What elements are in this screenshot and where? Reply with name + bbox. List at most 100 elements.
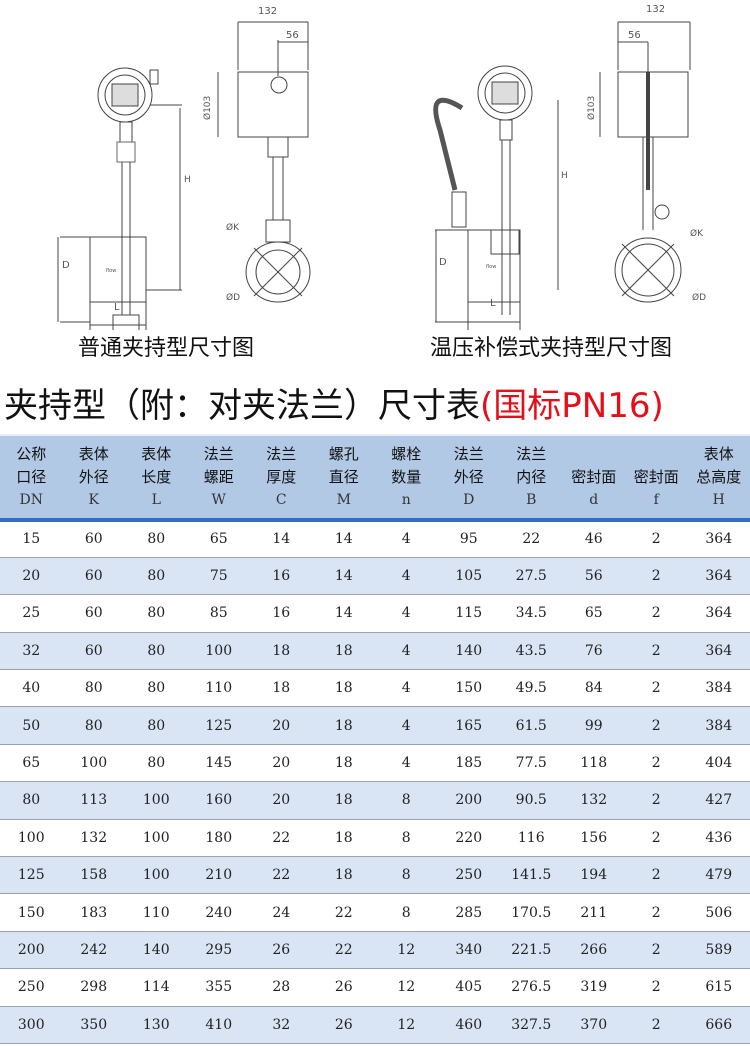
cell-d: 211 bbox=[562, 893, 625, 932]
cell-H: 364 bbox=[687, 632, 750, 671]
cell-H: 364 bbox=[687, 594, 750, 633]
header-line2: 总高度 bbox=[696, 468, 742, 486]
cell-DN: 250 bbox=[0, 968, 63, 1007]
cell-n: 4 bbox=[375, 706, 438, 745]
cell-B: 221.5 bbox=[500, 931, 563, 970]
header-symbol: L bbox=[151, 492, 161, 508]
table-row: 40 80 80 110 18 18 4 150 49.5 84 2 384 bbox=[0, 669, 750, 708]
cell-D: 140 bbox=[437, 632, 500, 671]
dim-132: 132 bbox=[258, 6, 277, 17]
column-header-L: 表体 长度 L bbox=[125, 434, 188, 522]
cell-D: 460 bbox=[437, 1006, 500, 1044]
header-line1: 表体 bbox=[703, 445, 734, 463]
table-row: 125 158 100 210 22 18 8 250 141.5 194 2 479 bbox=[0, 856, 750, 895]
cell-W: 180 bbox=[187, 819, 250, 858]
cell-B: 276.5 bbox=[500, 968, 563, 1007]
cell-K: 113 bbox=[62, 781, 125, 820]
cell-D: 220 bbox=[437, 819, 500, 858]
cell-B: 61.5 bbox=[500, 706, 563, 745]
cell-M: 14 bbox=[312, 520, 375, 558]
cell-M: 26 bbox=[312, 1006, 375, 1044]
cell-W: 160 bbox=[187, 781, 250, 820]
header-line1: 螺孔 bbox=[328, 445, 359, 463]
compensated-wafer-labels: 132 56 Ø103 H D L ØK ØD flow bbox=[439, 4, 706, 309]
cell-D: 105 bbox=[437, 557, 500, 596]
cell-H: 479 bbox=[687, 856, 750, 895]
cell-L: 100 bbox=[125, 781, 188, 820]
cell-L: 80 bbox=[125, 520, 188, 558]
cell-n: 8 bbox=[375, 856, 438, 895]
cell-M: 14 bbox=[312, 557, 375, 596]
header-symbol: DN bbox=[19, 492, 43, 508]
header-line2: 长度 bbox=[141, 468, 172, 486]
cell-d: 132 bbox=[562, 781, 625, 820]
cell-K: 350 bbox=[62, 1006, 125, 1044]
cell-B: 49.5 bbox=[500, 669, 563, 708]
cell-W: 410 bbox=[187, 1006, 250, 1044]
header-line2: 口径 bbox=[16, 468, 47, 486]
dim-l: L bbox=[490, 298, 496, 309]
cell-C: 22 bbox=[250, 819, 313, 858]
table-row: 250 298 114 355 28 26 12 405 276.5 319 2 615 bbox=[0, 968, 750, 1007]
cell-C: 18 bbox=[250, 632, 313, 671]
dim-k: ØK bbox=[226, 222, 240, 233]
cell-C: 24 bbox=[250, 893, 313, 932]
column-header-D: 法兰 外径 D bbox=[437, 434, 500, 522]
table-row: 15 60 80 65 14 14 4 95 22 46 2 364 bbox=[0, 520, 750, 558]
cell-DN: 100 bbox=[0, 819, 63, 858]
dimension-table: 公称 口径 DN 表体 外径 K 表体 长度 L 法兰 螺距 W 法兰 厚度 C 螺孔 直径 M 螺栓 数量 n 法兰 外径… bbox=[0, 434, 750, 1044]
cell-D: 165 bbox=[437, 706, 500, 745]
column-header-DN: 公称 口径 DN bbox=[0, 434, 63, 522]
compensated-wafer-drawing bbox=[433, 21, 691, 330]
column-header-K: 表体 外径 K bbox=[62, 434, 125, 522]
cell-C: 18 bbox=[250, 669, 313, 708]
cell-f: 2 bbox=[625, 856, 688, 895]
table-row: 150 183 110 240 24 22 8 285 170.5 211 2 506 bbox=[0, 893, 750, 932]
cell-H: 384 bbox=[687, 706, 750, 745]
header-symbol: D bbox=[463, 492, 475, 508]
dim-103: Ø103 bbox=[586, 96, 597, 120]
cell-W: 110 bbox=[187, 669, 250, 708]
table-row: 100 132 100 180 22 18 8 220 116 156 2 436 bbox=[0, 819, 750, 858]
cell-L: 114 bbox=[125, 968, 188, 1007]
cell-K: 60 bbox=[62, 594, 125, 633]
cell-C: 32 bbox=[250, 1006, 313, 1044]
cell-DN: 200 bbox=[0, 931, 63, 970]
cell-n: 4 bbox=[375, 557, 438, 596]
cell-DN: 32 bbox=[0, 632, 63, 671]
cell-M: 18 bbox=[312, 856, 375, 895]
cell-H: 384 bbox=[687, 669, 750, 708]
cell-D: 340 bbox=[437, 931, 500, 970]
table-row: 200 242 140 295 26 22 12 340 221.5 266 2 589 bbox=[0, 931, 750, 970]
cell-C: 20 bbox=[250, 706, 313, 745]
cell-n: 4 bbox=[375, 669, 438, 708]
column-header-n: 螺栓 数量 n bbox=[375, 434, 438, 522]
cell-n: 12 bbox=[375, 968, 438, 1007]
dim-h: H bbox=[561, 171, 568, 181]
cell-B: 116 bbox=[500, 819, 563, 858]
cell-W: 145 bbox=[187, 744, 250, 783]
cell-DN: 15 bbox=[0, 520, 63, 558]
cell-DN: 20 bbox=[0, 557, 63, 596]
header-symbol: K bbox=[88, 492, 99, 508]
cell-DN: 80 bbox=[0, 781, 63, 820]
cell-K: 60 bbox=[62, 557, 125, 596]
header-line1: 法兰 bbox=[516, 445, 547, 463]
standard-wafer-labels: 132 56 Ø103 H D L ØK ØD flow bbox=[62, 6, 299, 313]
cell-M: 18 bbox=[312, 706, 375, 745]
cell-n: 4 bbox=[375, 520, 438, 558]
cell-D: 250 bbox=[437, 856, 500, 895]
dimension-drawings: 132 56 Ø103 H D L ØK ØD flow 132 bbox=[57, 4, 706, 330]
standard-drawing-caption: 普通夹持型尺寸图 bbox=[78, 336, 255, 361]
cell-D: 115 bbox=[437, 594, 500, 633]
table-row: 32 60 80 100 18 18 4 140 43.5 76 2 364 bbox=[0, 632, 750, 671]
cell-C: 20 bbox=[250, 781, 313, 820]
header-line2: 螺距 bbox=[203, 468, 234, 486]
cell-M: 26 bbox=[312, 968, 375, 1007]
flow-label: flow bbox=[106, 268, 116, 274]
header-symbol: B bbox=[526, 492, 537, 508]
cell-D: 95 bbox=[437, 520, 500, 558]
cell-L: 80 bbox=[125, 632, 188, 671]
cell-n: 4 bbox=[375, 632, 438, 671]
header-symbol: f bbox=[653, 492, 659, 508]
